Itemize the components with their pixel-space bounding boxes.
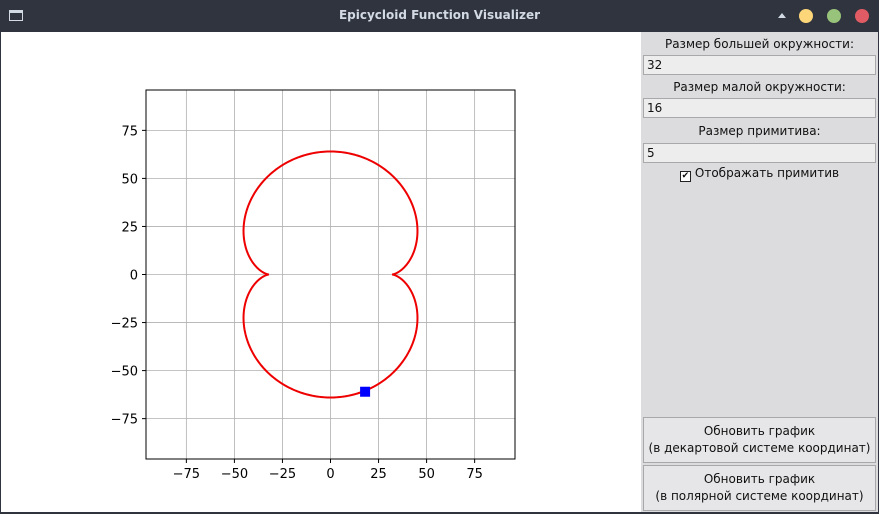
x-tick-label: 25 [370, 467, 387, 482]
update-polar-button[interactable]: Обновить график (в полярной системе коор… [643, 465, 876, 511]
big-circle-input[interactable]: 32 [643, 55, 876, 75]
y-tick-label: −50 [111, 365, 138, 380]
minimize-button[interactable] [799, 9, 813, 23]
keep-above-button[interactable] [775, 9, 789, 23]
update-cartesian-line2: (в декартовой системе координат) [648, 441, 871, 455]
y-tick-label: −75 [111, 413, 138, 428]
window-title: Epicycloid Function Visualizer [338, 8, 541, 22]
primitive-marker [360, 386, 371, 397]
primitive-size-label: Размер примитива: [698, 124, 821, 138]
x-tick-label: 50 [418, 467, 435, 482]
window-icon [9, 10, 23, 21]
close-button[interactable] [855, 9, 869, 23]
y-tick-label: 0 [130, 269, 138, 284]
primitive-size-input[interactable]: 5 [643, 143, 876, 163]
x-tick-label: −75 [173, 467, 200, 482]
epicycloid-curve [242, 150, 419, 399]
title-bar: Epicycloid Function Visualizer [0, 0, 879, 32]
update-polar-line2: (в полярной системе координат) [655, 489, 864, 503]
checkmark-icon: ✔ [681, 171, 690, 181]
y-tick-label: 75 [121, 124, 138, 139]
show-primitive-label: Отображать примитив [694, 166, 840, 180]
control-panel: Размер большей окружности: 32 Размер мал… [641, 32, 878, 512]
maximize-button[interactable] [827, 9, 841, 23]
epicycloid-chart: −75 −50 −25 0 25 50 75 75 50 25 0 −25 −50 −75 [111, 89, 516, 482]
update-cartesian-button[interactable]: Обновить график (в декартовой системе ко… [643, 417, 876, 463]
show-primitive-checkbox[interactable]: ✔ [679, 171, 691, 182]
small-circle-label: Размер малой окружности: [673, 80, 846, 94]
big-circle-label: Размер большей окружности: [664, 37, 855, 51]
plot-area: −75 −50 −25 0 25 50 75 75 50 25 0 −25 −50 −75 [1, 32, 641, 512]
show-primitive-row[interactable]: ✔ Отображать примитив [641, 166, 878, 186]
y-tick-label: −25 [111, 317, 138, 332]
x-tick-label: 75 [466, 467, 483, 482]
x-tick-label: −25 [269, 467, 296, 482]
small-circle-input[interactable]: 16 [643, 98, 876, 118]
x-tick-label: −50 [221, 467, 248, 482]
y-tick-label: 25 [121, 220, 138, 235]
y-tick-label: 50 [121, 172, 138, 187]
update-polar-line1: Обновить график [703, 472, 816, 486]
update-cartesian-line1: Обновить график [703, 424, 816, 438]
x-tick-label: 0 [326, 467, 334, 482]
